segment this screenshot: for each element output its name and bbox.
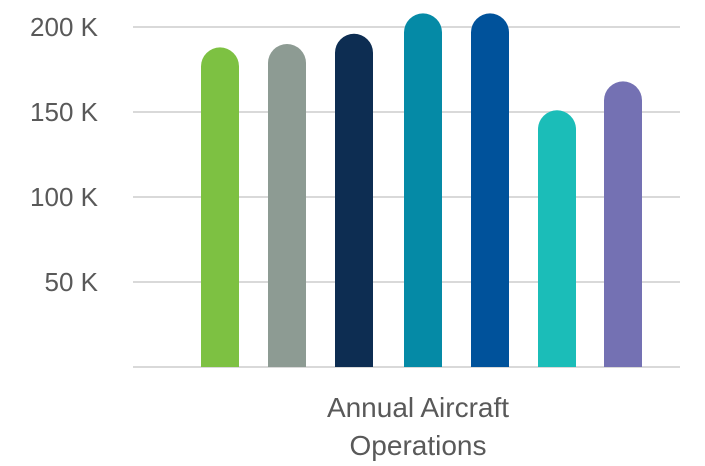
category-label-line-1: Annual Aircraft — [327, 392, 509, 423]
bar-1 — [201, 47, 239, 368]
y-tick-label: 150 K — [30, 97, 99, 127]
y-axis-ticks: 50 K 100 K 150 K 200 K — [30, 12, 99, 297]
bar-7 — [604, 81, 642, 368]
bar-6 — [538, 110, 576, 368]
bar-4 — [404, 13, 442, 368]
category-labels: Annual Aircraft Operations — [327, 392, 509, 461]
bars — [201, 13, 642, 368]
bar-5 — [471, 13, 509, 368]
y-tick-label: 50 K — [45, 267, 99, 297]
y-tick-label: 200 K — [30, 12, 99, 42]
bar-2 — [268, 44, 306, 367]
bar-3 — [335, 33, 373, 368]
category-label-line-2: Operations — [350, 430, 487, 461]
y-tick-label: 100 K — [30, 182, 99, 212]
